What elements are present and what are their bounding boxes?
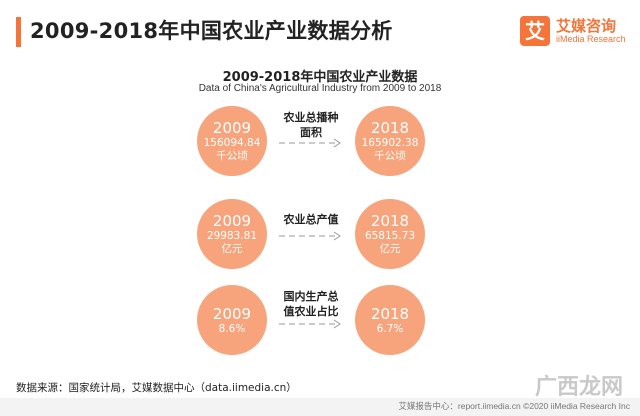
metric-label-sown-area: 农业总播种 面积 [275,110,347,140]
chart-title: 2009-2018年中国农业产业数据 [222,70,418,85]
value-2009: 29983.81 [206,230,258,242]
report-center-text: 艾媒报告中心：report.iimedia.cn ©2020 iiMedia R… [398,401,630,411]
dashed-arrow-icon [279,319,341,329]
circle-2009-sown-area: 2009 156094.84 千公顷 [197,106,267,176]
logo-name-en: iiMedia Research [556,34,626,44]
logo-icon: 艾 [520,16,550,46]
metric-label-output-value: 农业总产值 [275,212,347,227]
circle-2018-sown-area: 2018 165902.38 千公顷 [355,106,425,176]
chart-subtitle: Data of China's Agricultural Industry fr… [198,83,442,94]
circle-2009-output-value: 2009 29983.81 亿元 [197,199,267,269]
page-title: 2009-2018年中国农业产业数据分析 [30,19,393,43]
metric-row-gdp-share: 2009 8.6% 国内生产总 值农业占比 2018 6.7% [0,285,640,357]
header-accent-bar [16,17,21,47]
logo-name-cn: 艾媒咨询 [556,17,617,35]
circle-2018-output-value: 2018 65815.73 亿元 [355,199,425,269]
year-label: 2009 [212,212,252,230]
dashed-arrow-icon [279,138,341,148]
metric-label-line2: 面积 [300,126,322,139]
metric-label-line1: 国内生产总 [283,290,339,303]
data-source-note: 数据来源：国家统计局，艾媒数据中心（data.iimedia.cn） [16,382,297,394]
year-label: 2018 [370,119,410,137]
unit-label: 千公顷 [374,150,406,162]
metric-row-sown-area: 2009 156094.84 千公顷 农业总播种 面积 2018 165902.… [0,106,640,178]
unit-label: 千公顷 [216,150,248,162]
year-label: 2009 [212,304,252,323]
year-label: 2018 [370,212,410,230]
watermark-text: 广西龙网 [535,375,624,400]
value-2009: 8.6% [218,322,246,335]
metric-label-line1: 农业总播种 [283,111,339,124]
year-label: 2009 [212,119,252,137]
metric-label-line1: 农业总产值 [283,213,339,226]
value-2018: 165902.38 [361,137,419,149]
circle-2009-gdp-share: 2009 8.6% [197,285,267,355]
metric-label-line2: 值农业占比 [283,305,339,318]
unit-label: 亿元 [221,243,243,255]
circle-2018-gdp-share: 2018 6.7% [355,285,425,355]
bottom-strip [0,398,640,416]
dashed-arrow-icon [279,231,341,241]
value-2018: 6.7% [376,322,404,335]
year-label: 2018 [370,304,410,323]
value-2018: 65815.73 [364,230,416,242]
value-2009: 156094.84 [203,137,261,149]
metric-label-gdp-share: 国内生产总 值农业占比 [275,289,347,319]
iimedia-logo: 艾 艾媒咨询 iiMedia Research [520,14,630,50]
metric-row-output-value: 2009 29983.81 亿元 农业总产值 2018 65815.73 亿元 [0,199,640,271]
unit-label: 亿元 [379,243,401,255]
